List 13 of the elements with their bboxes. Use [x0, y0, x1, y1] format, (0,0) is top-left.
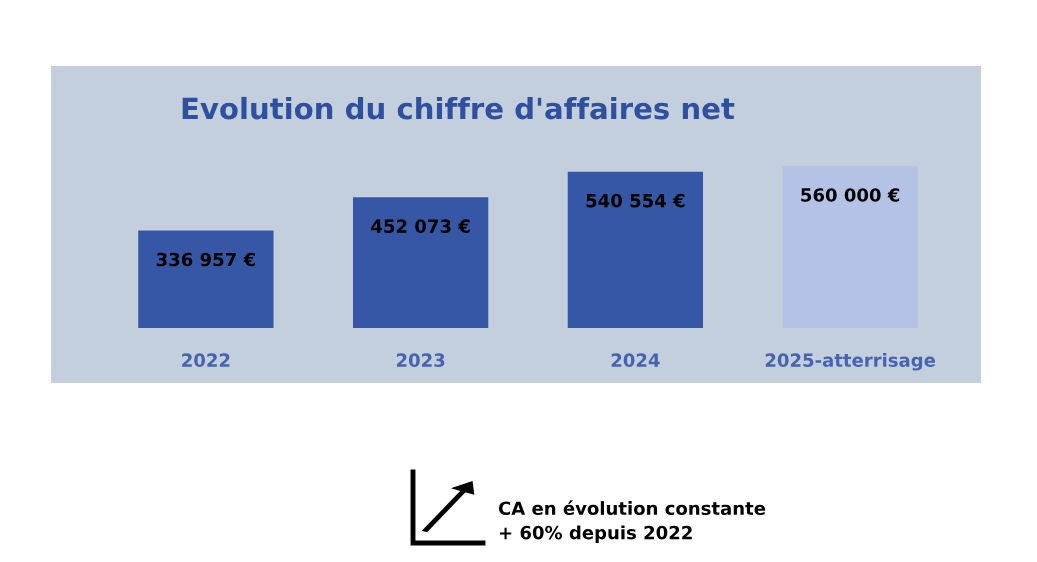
- x-tick-label: 2024: [611, 353, 660, 367]
- data-label: 560 000 €: [801, 188, 900, 202]
- bar: [567, 171, 704, 328]
- text: CA en évolution constante + 60% depuis 2022: [498, 500, 766, 543]
- chart-title: Evolution du chiffre d'affaires net: [182, 96, 735, 120]
- x-tick-label: 2023: [396, 353, 445, 367]
- data-label: 336 957 €: [156, 252, 255, 267]
- data-label: 452 073 €: [371, 219, 470, 234]
- x-tick-label: 2022: [182, 353, 230, 367]
- bar: [138, 230, 274, 328]
- x-tick-label: 2025-atterrisage: [765, 353, 936, 371]
- bar: [352, 197, 489, 328]
- data-label: 540 554 €: [586, 193, 685, 208]
